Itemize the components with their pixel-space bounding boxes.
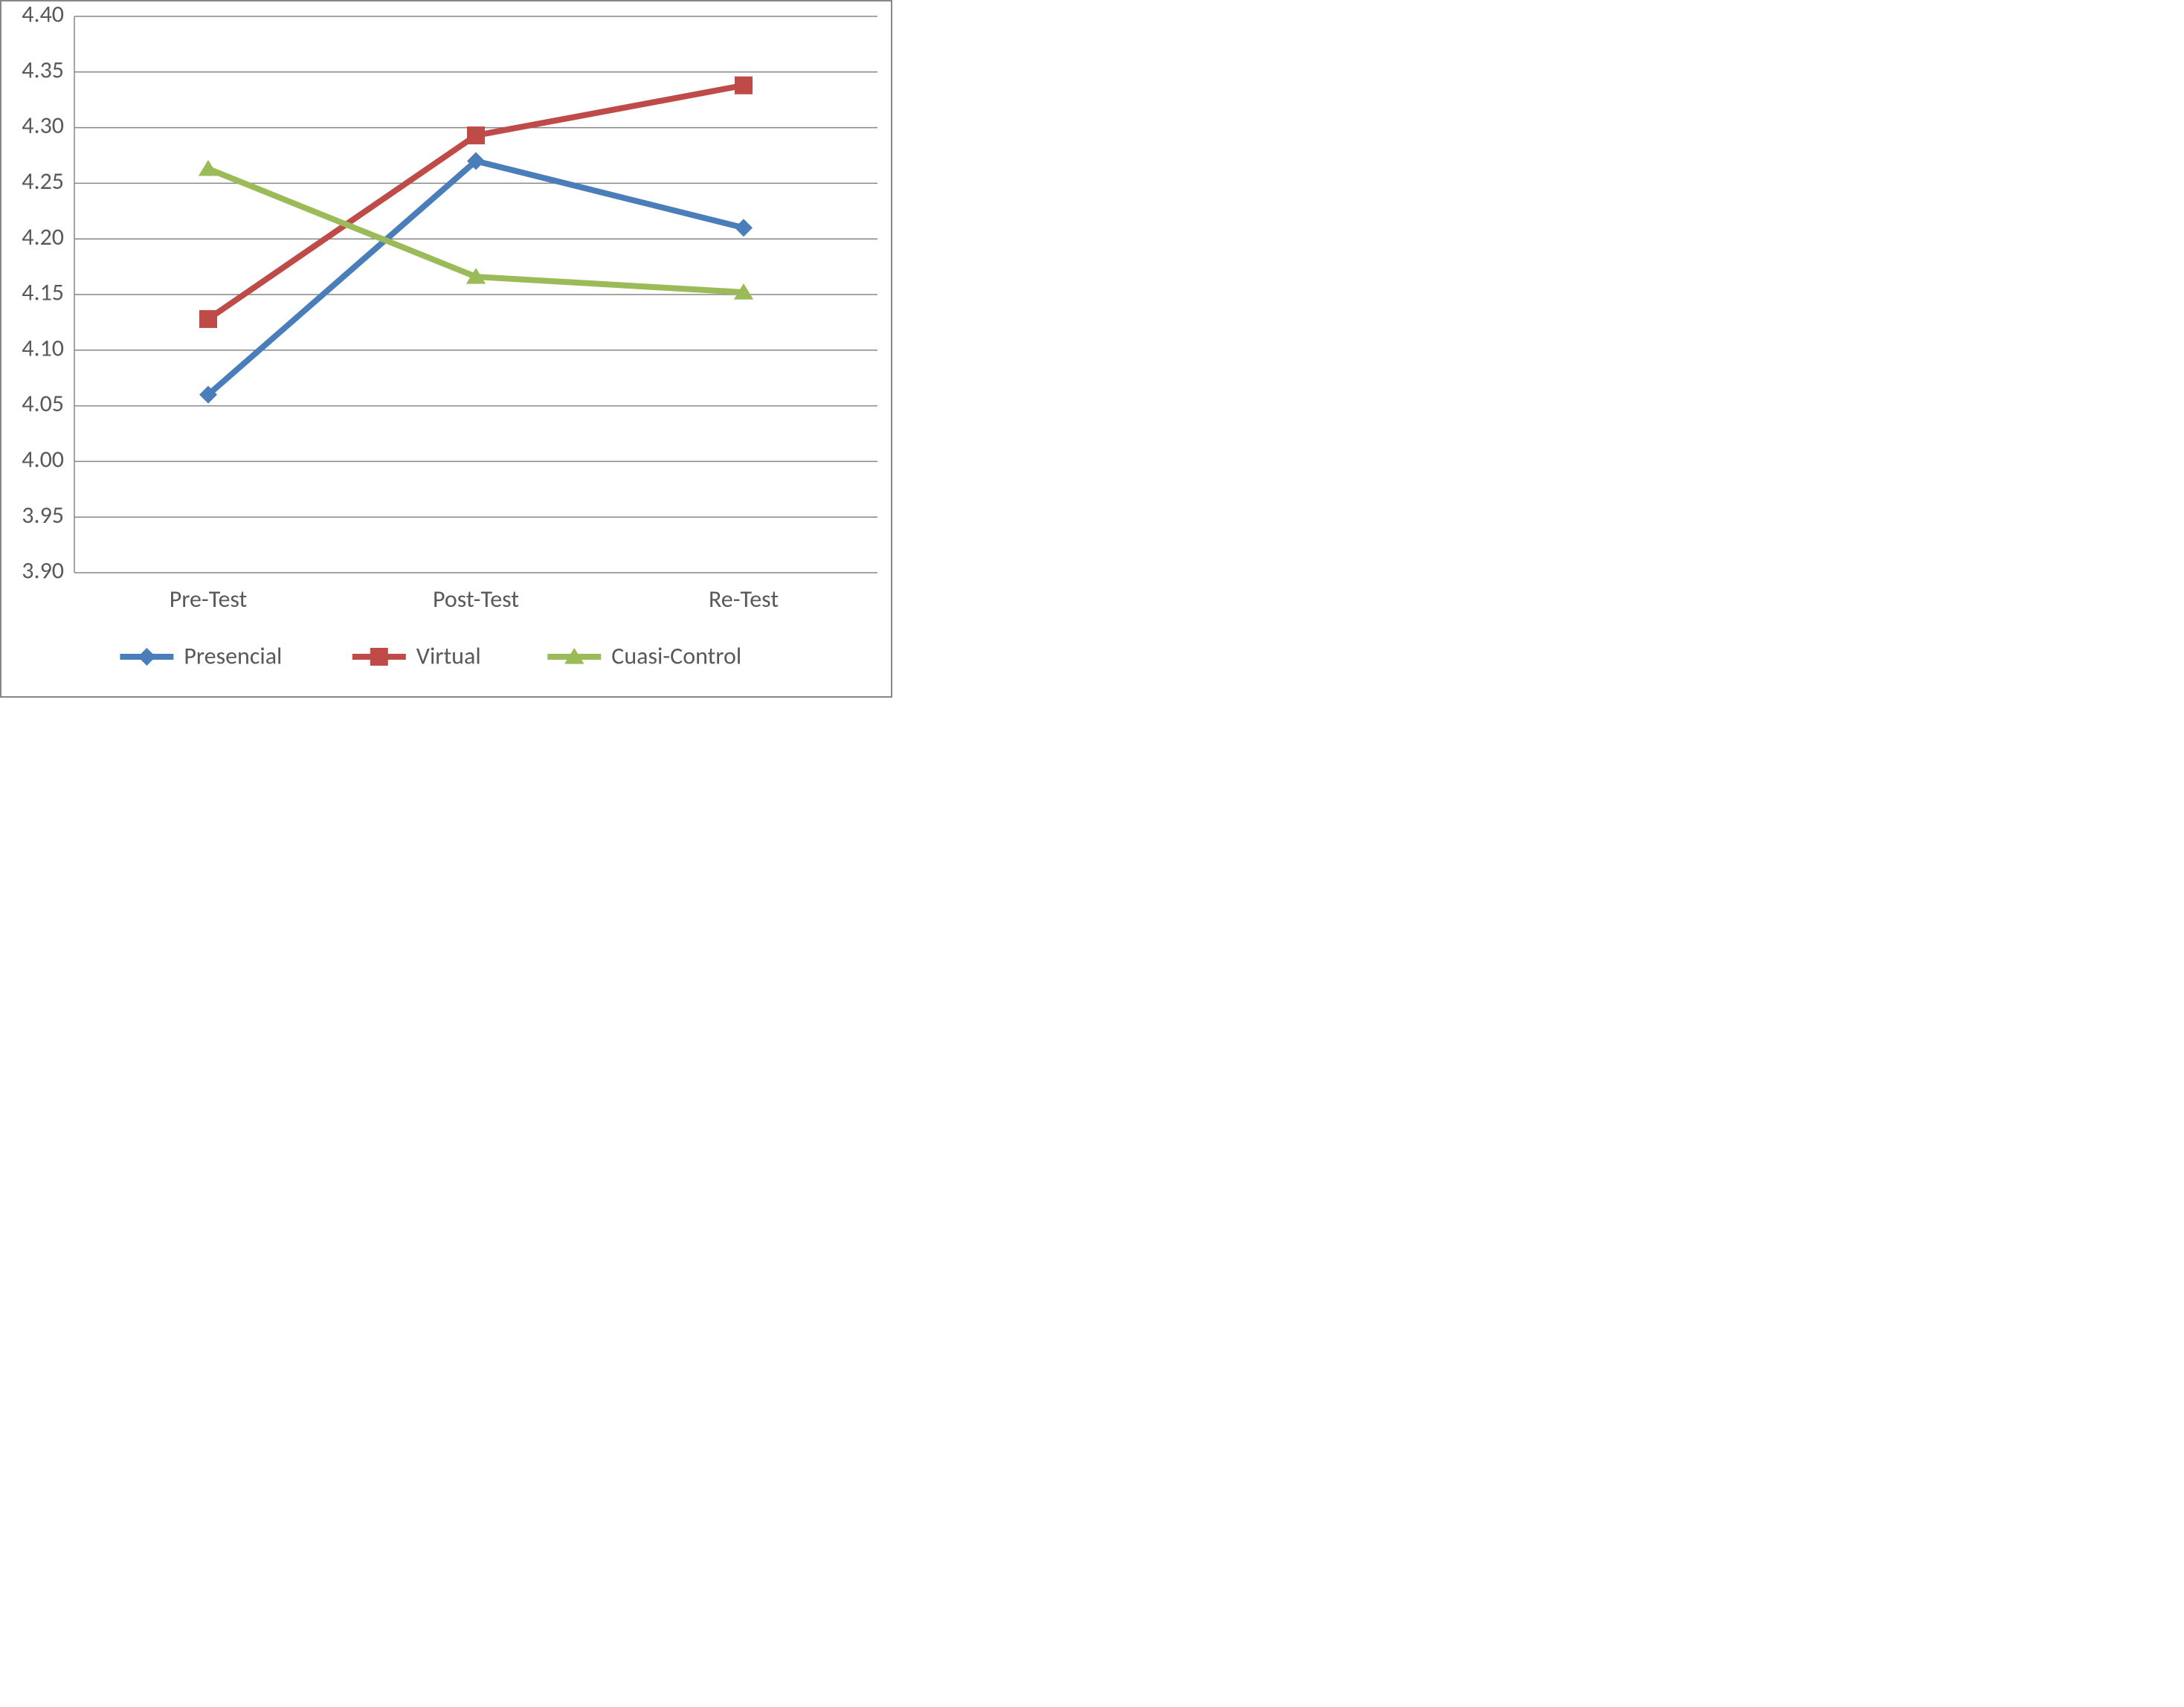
square-marker [199, 310, 217, 328]
y-tick-label: 4.10 [22, 333, 64, 362]
x-tick-label: Pre-Test [170, 585, 248, 614]
square-marker [370, 648, 388, 666]
legend-label: Cuasi-Control [611, 642, 741, 671]
square-marker [735, 77, 753, 94]
y-tick-label: 4.40 [22, 0, 64, 29]
y-tick-label: 4.35 [22, 55, 64, 84]
y-tick-label: 3.90 [22, 556, 64, 585]
y-tick-label: 4.15 [22, 278, 64, 307]
legend-label: Presencial [184, 642, 282, 671]
square-marker [467, 126, 485, 144]
line-chart: 3.90 3.95 4.00 4.05 4.10 4.15 4.20 4.25 4.30 4.35… [0, 0, 892, 698]
x-tick-label: Re-Test [709, 585, 779, 614]
legend-label: Virtual [416, 642, 481, 671]
y-tick-label: 4.00 [22, 445, 64, 474]
x-tick-label: Post-Test [433, 585, 519, 614]
y-tick-label: 4.25 [22, 167, 64, 196]
y-tick-label: 4.30 [22, 111, 64, 140]
y-tick-label: 4.20 [22, 222, 64, 251]
y-tick-label: 4.05 [22, 389, 64, 418]
chart-container: 3.90 3.95 4.00 4.05 4.10 4.15 4.20 4.25 4.30 4.35… [0, 0, 892, 698]
y-tick-label: 3.95 [22, 501, 64, 530]
